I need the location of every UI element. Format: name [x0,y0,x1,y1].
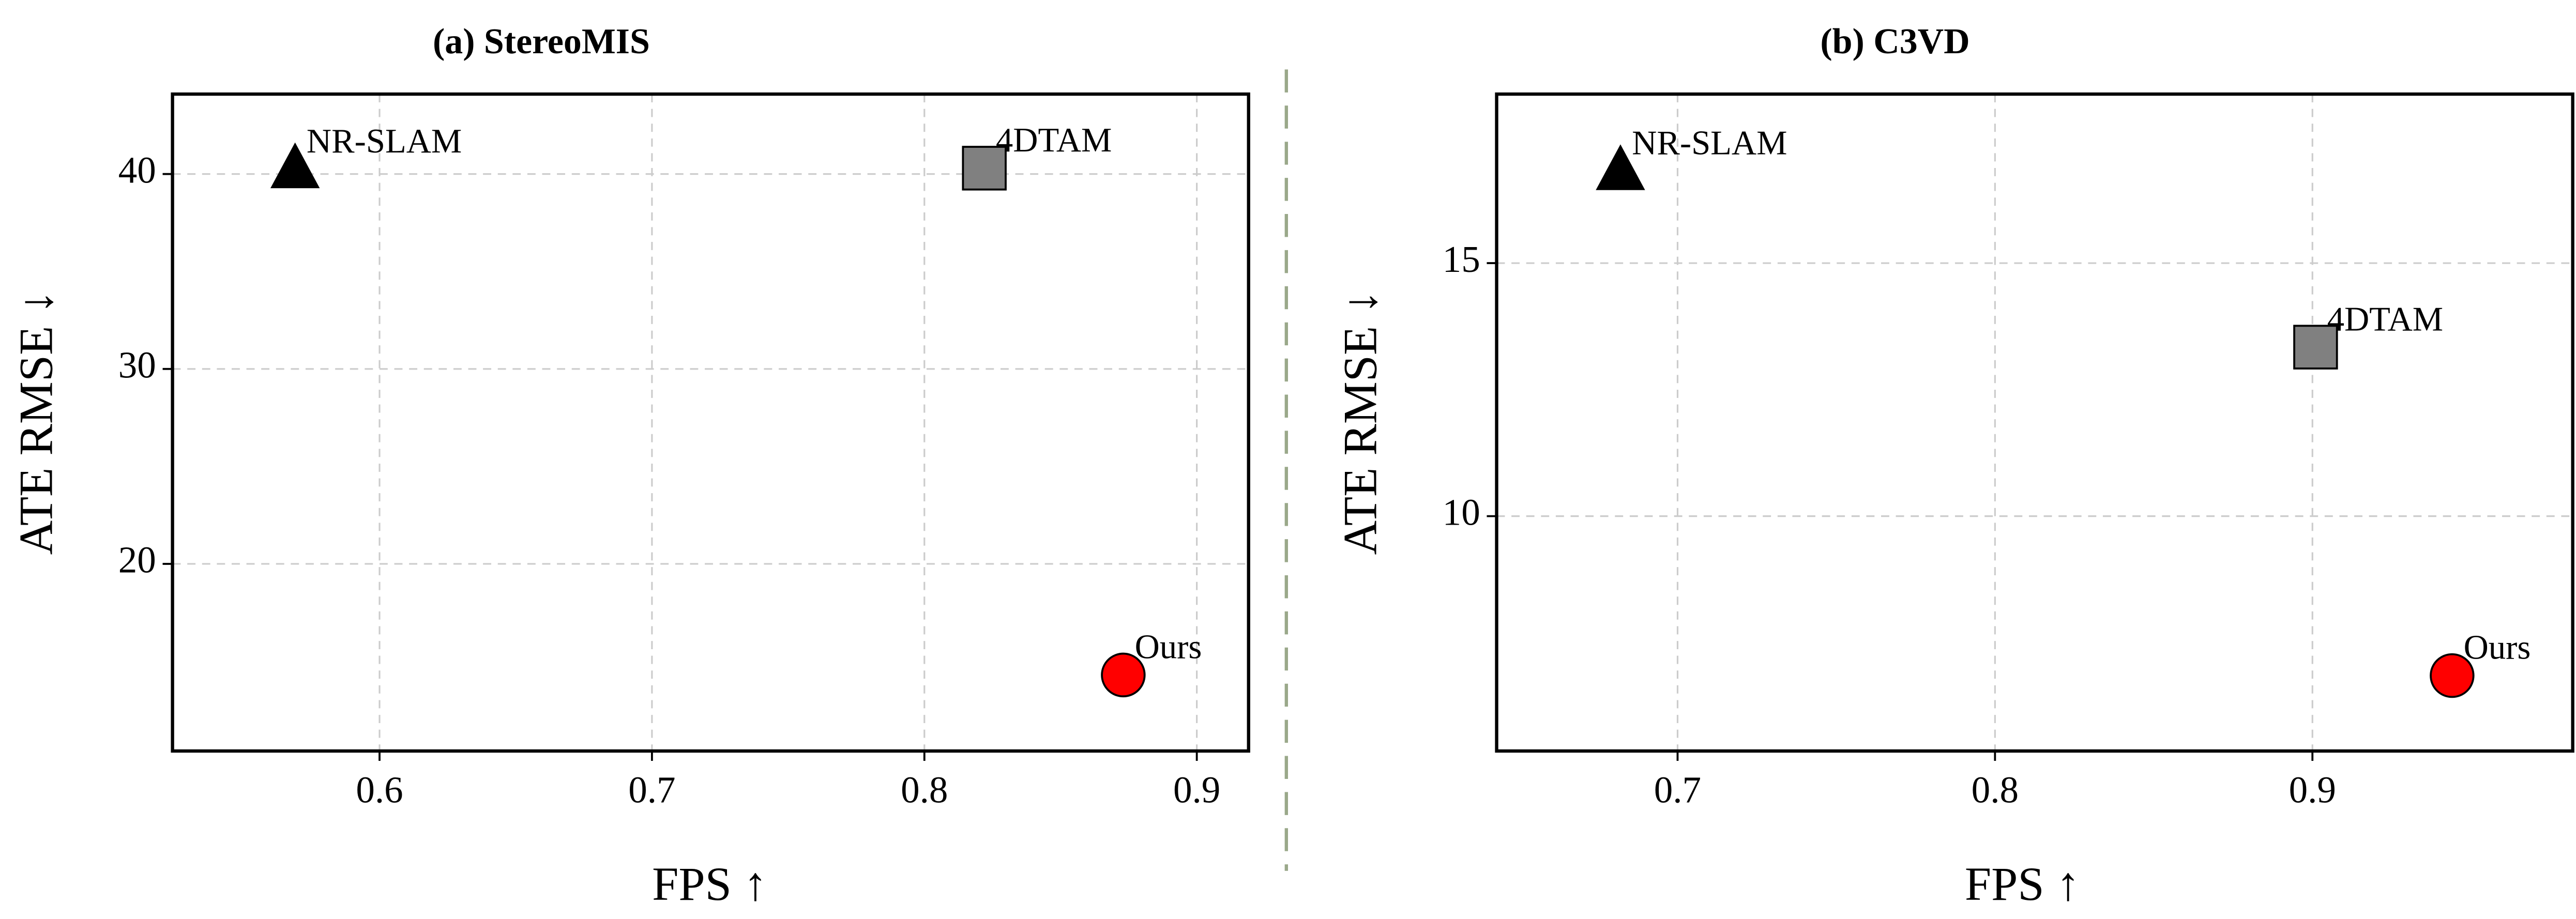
chart-title: (b) C3VD [1820,22,1969,62]
y-tick-label: 40 [118,149,156,191]
chart-title: (a) StereoMIS [433,22,650,62]
x-axis-label: FPS ↑ [1965,857,2080,910]
point [2430,653,2475,698]
point [1596,144,1645,190]
x-axis-label: FPS ↑ [652,857,767,910]
plot-frame [1495,92,2574,753]
y-tick-label: 15 [1443,238,1480,280]
y-axis-label: ATE RMSE ↓ [10,290,63,555]
x-tick-label: 0.9 [2289,769,2336,810]
x-tick-label: 0.7 [628,769,675,810]
point [270,142,320,189]
point [962,146,1007,191]
x-tick-label: 0.7 [1654,769,1701,810]
point [2293,325,2338,370]
point-label: Ours [2464,629,2531,667]
x-tick-label: 0.6 [356,769,403,810]
point-label: NR-SLAM [307,122,462,160]
x-tick-label: 0.8 [1972,769,2019,810]
plot-frame [171,92,1250,753]
point-label: 4DTAM [996,121,1112,159]
point-label: NR-SLAM [1632,125,1787,162]
point-label: Ours [1135,629,1202,666]
point-label: 4DTAM [2327,300,2443,338]
y-tick-label: 30 [118,344,156,386]
y-tick-label: 20 [118,539,156,581]
y-tick-label: 10 [1443,491,1480,533]
x-tick-label: 0.9 [1173,769,1220,810]
point [1101,652,1146,698]
x-tick-label: 0.8 [901,769,948,810]
y-axis-label: ATE RMSE ↓ [1334,290,1386,555]
